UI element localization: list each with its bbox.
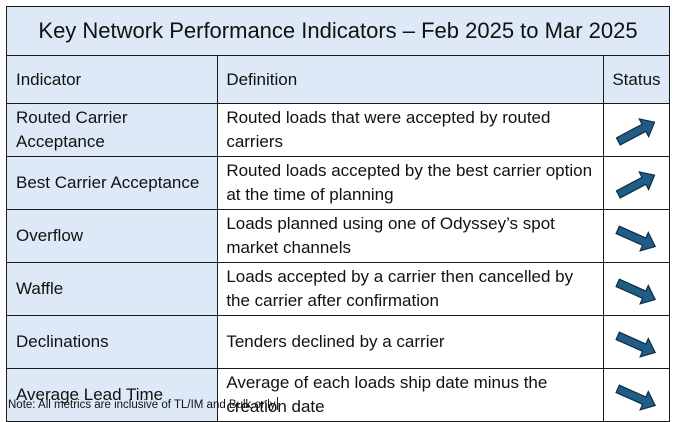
indicator-cell: Routed Carrier Acceptance	[5, 103, 219, 157]
table-row: Declinations Tenders declined by a carri…	[5, 315, 671, 369]
definition-cell: Routed loads accepted by the best carrie…	[217, 156, 604, 210]
arrow-up-right-icon	[613, 115, 659, 149]
arrow-down-right-shape	[615, 331, 657, 358]
kpi-table: Key Network Performance Indicators – Feb…	[5, 6, 671, 422]
status-cell	[602, 315, 671, 369]
header-row: Indicator Definition Status	[5, 55, 671, 104]
title-row: Key Network Performance Indicators – Feb…	[6, 6, 670, 56]
table-row: Best Carrier Acceptance Routed loads acc…	[5, 156, 671, 210]
indicator-cell: Overflow	[5, 209, 219, 263]
definition-cell: Routed loads that were accepted by route…	[217, 103, 604, 157]
indicator-cell: Average Lead Time	[5, 368, 219, 422]
arrow-down-right-icon	[613, 221, 659, 255]
status-cell	[602, 262, 671, 316]
table-title: Key Network Performance Indicators – Feb…	[6, 6, 670, 56]
table-row: Overflow Loads planned using one of Odys…	[5, 209, 671, 263]
table-row: Average Lead Time Average of each loads …	[5, 368, 671, 422]
arrow-down-right-shape	[615, 278, 657, 305]
definition-cell: Loads planned using one of Odyssey’s spo…	[217, 209, 604, 263]
definition-cell: Tenders declined by a carrier	[217, 315, 604, 369]
text-cursor	[276, 397, 278, 410]
arrow-up-right-shape	[616, 118, 656, 146]
indicator-cell: Best Carrier Acceptance	[5, 156, 219, 210]
arrow-down-right-icon	[613, 327, 659, 361]
arrow-down-right-shape	[615, 225, 657, 252]
status-cell	[602, 368, 671, 422]
arrow-down-right-icon	[613, 274, 659, 308]
footnote: Note: All metrics are inclusive of TL/IM…	[8, 397, 278, 411]
status-cell	[602, 103, 671, 157]
arrow-up-right-shape	[616, 171, 656, 199]
arrow-up-right-icon	[613, 168, 659, 202]
definition-cell: Average of each loads ship date minus th…	[217, 368, 604, 422]
indicator-cell: Declinations	[5, 315, 219, 369]
definition-cell: Loads accepted by a carrier then cancell…	[217, 262, 604, 316]
header-status: Status	[602, 55, 671, 104]
indicator-cell: Waffle	[5, 262, 219, 316]
header-indicator: Indicator	[5, 55, 219, 104]
arrow-down-right-icon	[613, 380, 659, 414]
table-row: Waffle Loads accepted by a carrier then …	[5, 262, 671, 316]
table-row: Routed Carrier Acceptance Routed loads t…	[5, 103, 671, 157]
status-cell	[602, 209, 671, 263]
footnote-text: Note: All metrics are inclusive of TL/IM…	[8, 399, 276, 411]
status-cell	[602, 156, 671, 210]
arrow-down-right-shape	[615, 384, 657, 411]
header-definition: Definition	[217, 55, 604, 104]
